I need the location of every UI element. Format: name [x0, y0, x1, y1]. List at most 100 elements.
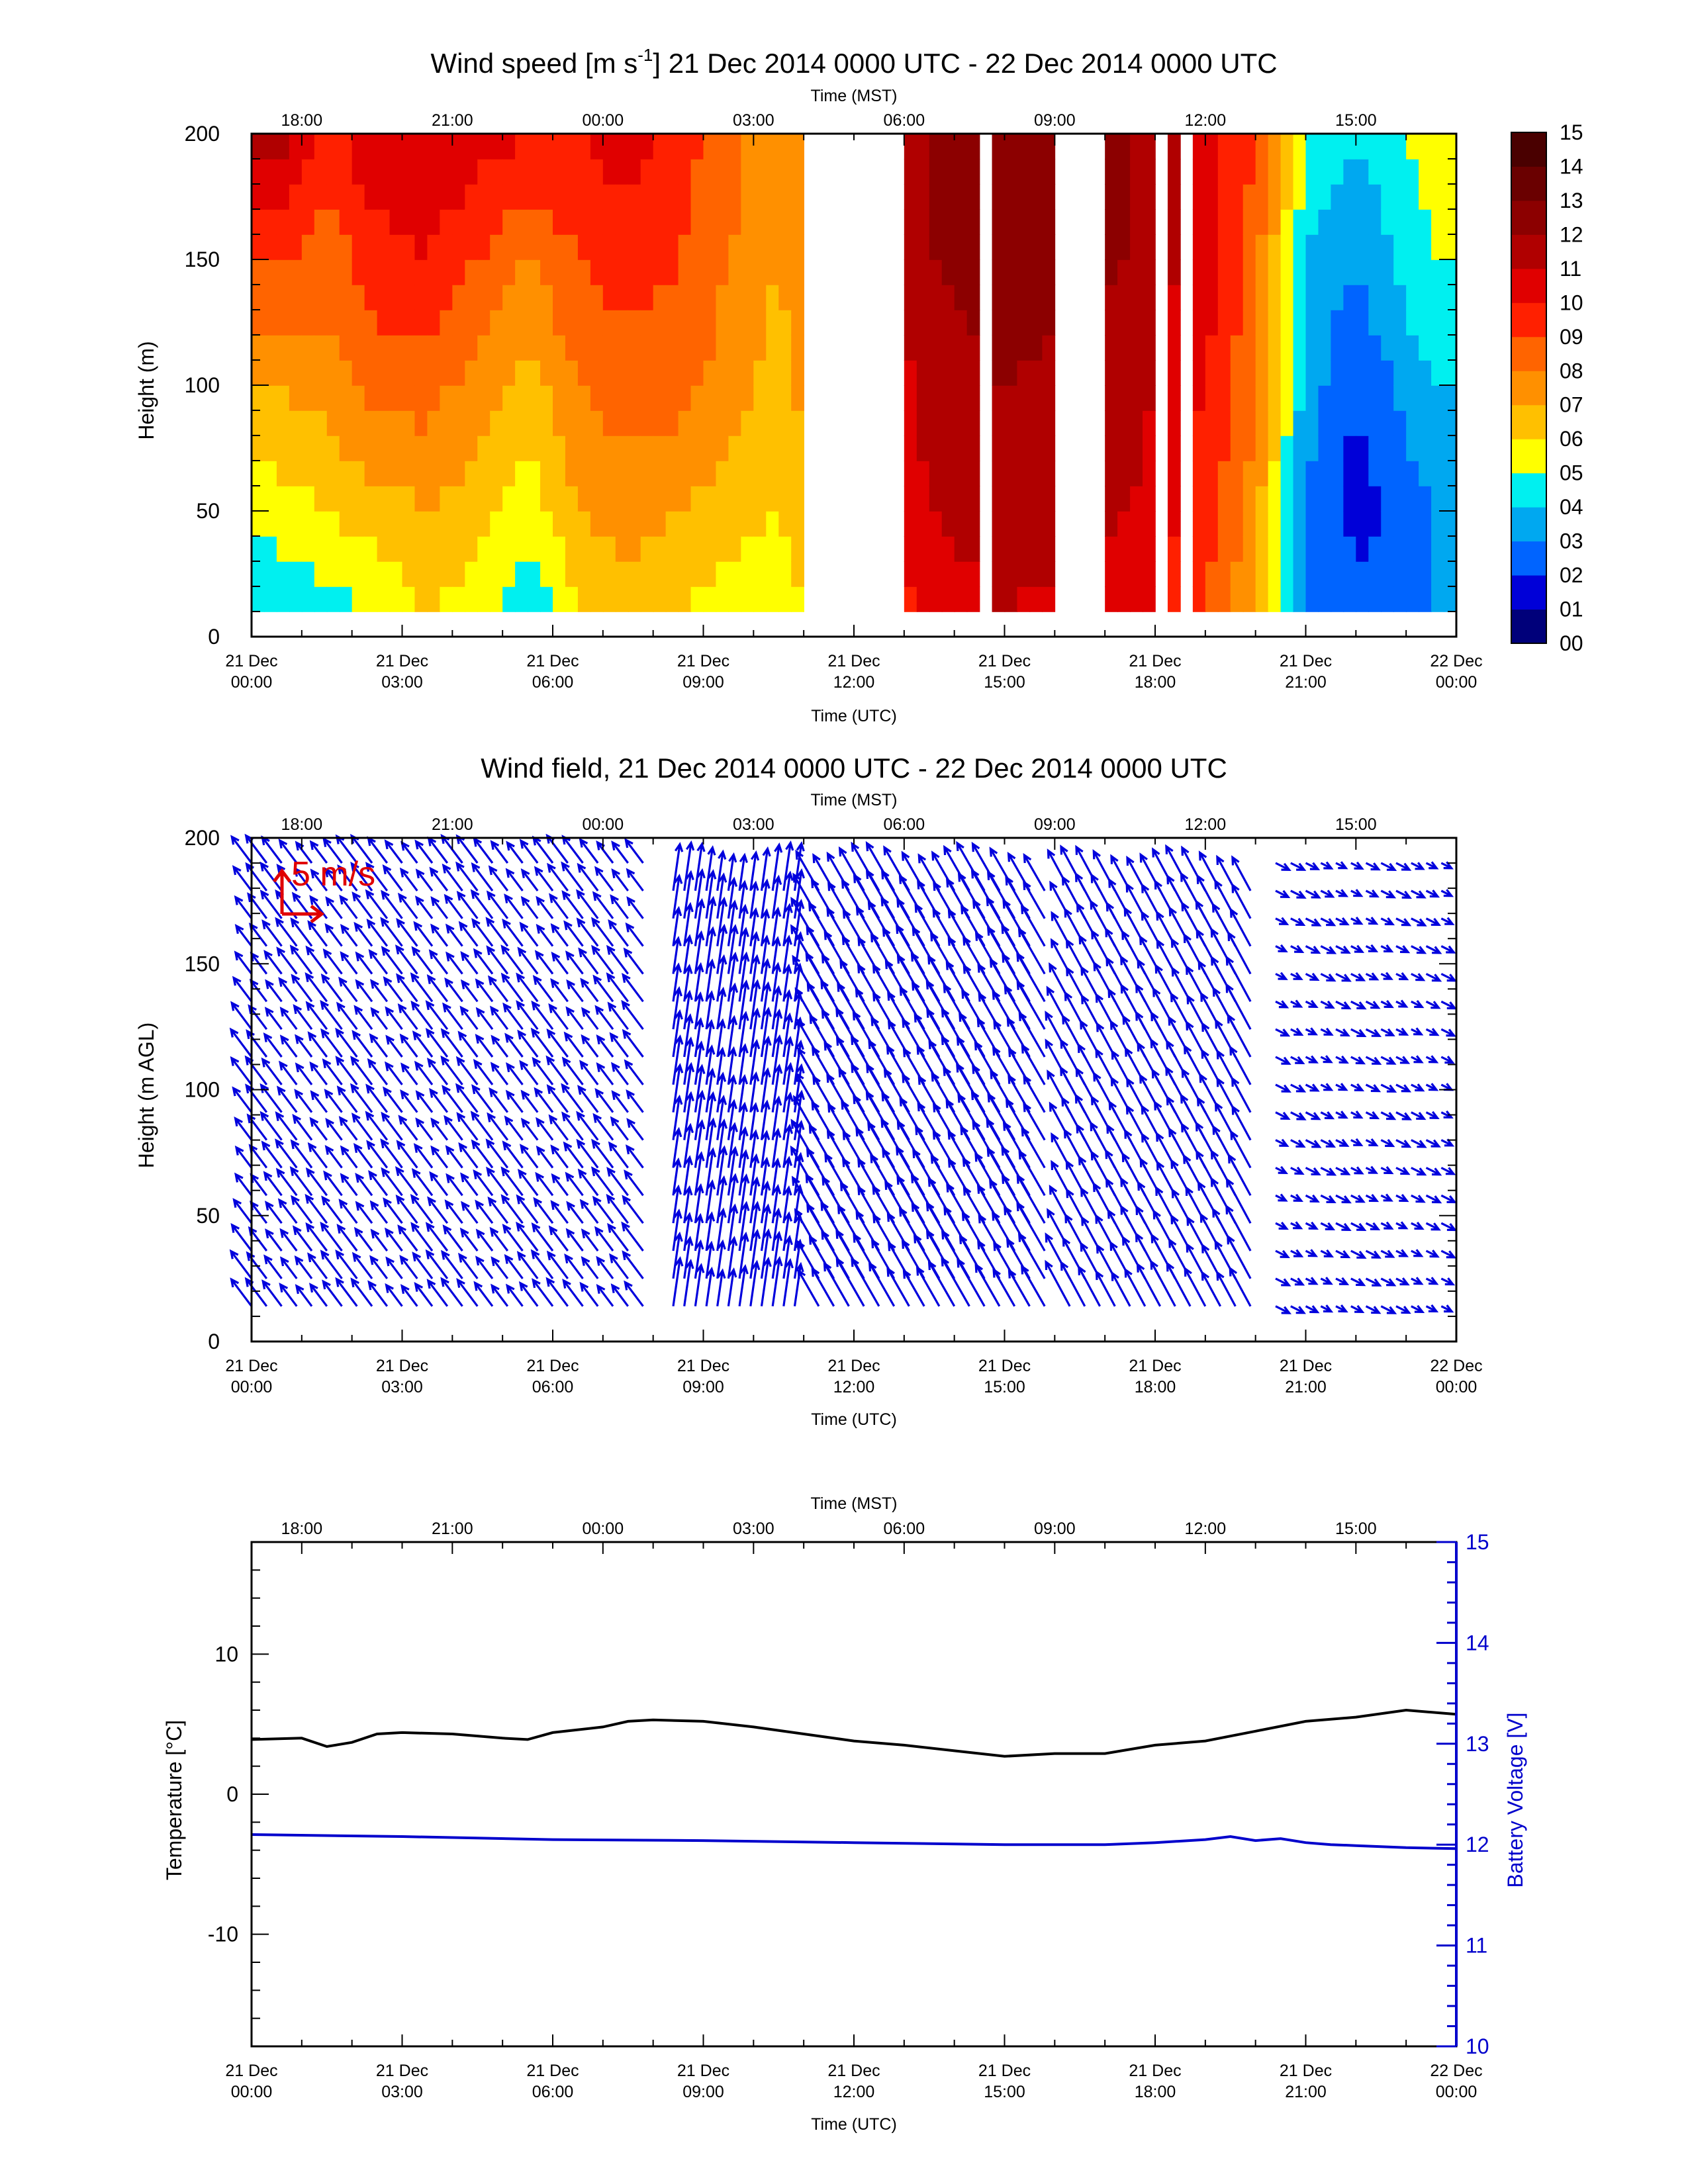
wind-vector [610, 894, 629, 919]
heatmap-cell [766, 410, 780, 436]
heatmap-cell [1356, 209, 1370, 235]
wind-vector [793, 1119, 805, 1168]
wind-vector [1425, 1139, 1441, 1148]
heatmap-cell [263, 209, 277, 235]
wind-vector [1350, 1111, 1364, 1119]
wind-vector [902, 1268, 925, 1307]
heatmap-cell [565, 410, 579, 436]
heatmap-cell [1368, 385, 1382, 411]
wind-vector [369, 1200, 389, 1224]
heatmap-cell [1029, 586, 1043, 612]
heatmap-cell [1017, 536, 1031, 562]
heatmap-cell [352, 511, 365, 537]
wind-vector [489, 1005, 509, 1030]
heatmap-cell [577, 285, 591, 310]
wind-vector [1380, 1193, 1393, 1202]
wind-vector [337, 864, 358, 891]
wind-vector [1275, 944, 1288, 953]
heatmap-cell [326, 385, 340, 411]
heatmap-cell [414, 159, 428, 185]
heatmap-cell [1268, 511, 1282, 537]
heatmap-cell [1419, 561, 1432, 587]
wind-vector [705, 1117, 717, 1168]
wind-vector [1365, 1111, 1380, 1120]
heatmap-cell [414, 285, 428, 310]
heatmap-cell [1381, 486, 1395, 512]
wind-vector [232, 1198, 253, 1224]
heatmap-cell [263, 360, 277, 386]
heatmap-cell [753, 486, 767, 512]
heatmap-cell [301, 561, 315, 587]
heatmap-cell [1255, 310, 1269, 336]
wind-vector [396, 917, 418, 947]
heatmap-cell [929, 234, 943, 260]
heatmap-cell [728, 435, 742, 461]
wind-vector [263, 950, 283, 975]
heatmap-cell [941, 385, 955, 411]
heatmap-cell [1192, 536, 1206, 562]
wind-vector [338, 1116, 358, 1141]
wind-vector [457, 1252, 479, 1279]
heatmap-cell [326, 285, 340, 310]
wind-vector [456, 1277, 479, 1307]
heatmap-cell [314, 536, 328, 562]
heatmap-cell [1393, 159, 1407, 185]
heatmap-cell [402, 335, 416, 361]
wind-vector [596, 1034, 614, 1058]
wind-vector [305, 1001, 328, 1030]
wind-vector [694, 1064, 706, 1113]
wind-vector [305, 1193, 328, 1224]
heatmap-cell [602, 435, 616, 461]
heatmap-cell [440, 536, 453, 562]
heatmap-cell [427, 335, 441, 361]
heatmap-cell [1105, 310, 1118, 336]
heatmap-cell [440, 486, 453, 512]
heatmap-cell [690, 234, 704, 260]
wind-vector [683, 1212, 693, 1251]
heatmap-cell [728, 310, 742, 336]
heatmap-cell [490, 310, 503, 336]
heatmap-cell [1167, 335, 1181, 361]
wind-vector [1290, 944, 1305, 953]
wind-vector [265, 1228, 283, 1251]
wind-vector [430, 923, 449, 947]
heatmap-cell [1444, 385, 1457, 411]
heatmap-cell [553, 511, 566, 537]
heatmap-cell [615, 435, 629, 461]
heatmap-cell [703, 586, 717, 612]
heatmap-cell [263, 134, 277, 159]
wind-vector [705, 845, 716, 891]
wind-vector [531, 1222, 554, 1251]
heatmap-cell [263, 586, 277, 612]
heatmap-cell [1130, 360, 1143, 386]
wind-vector [324, 1145, 343, 1169]
wind-vector [624, 838, 644, 864]
heatmap-cell [665, 586, 679, 612]
heatmap-cell [590, 486, 604, 512]
heatmap-cell [615, 385, 629, 411]
heatmap-cell [904, 285, 917, 310]
heatmap-cell [1406, 335, 1419, 361]
heatmap-cell [1143, 561, 1156, 587]
wind-vector [581, 1228, 599, 1251]
wind-vector [230, 1277, 253, 1307]
heatmap-cell [515, 209, 528, 235]
heatmap-cell [929, 209, 943, 235]
wind-vector [546, 1250, 569, 1279]
wind-vector [1425, 917, 1442, 927]
wind-vector [793, 899, 805, 946]
heatmap-cell [653, 486, 667, 512]
wind-vector [230, 1056, 253, 1085]
heatmap-cell [477, 335, 491, 361]
heatmap-cell [528, 435, 541, 461]
wind-vector [771, 1008, 783, 1058]
heatmap-cell [289, 234, 303, 260]
wind-vector [491, 1283, 509, 1307]
heatmap-cell [791, 461, 804, 486]
heatmap-cell [1280, 159, 1294, 185]
heatmap-cell [452, 461, 466, 486]
heatmap-cell [628, 209, 641, 235]
heatmap-cell [916, 234, 930, 260]
wind-vector [380, 917, 403, 947]
